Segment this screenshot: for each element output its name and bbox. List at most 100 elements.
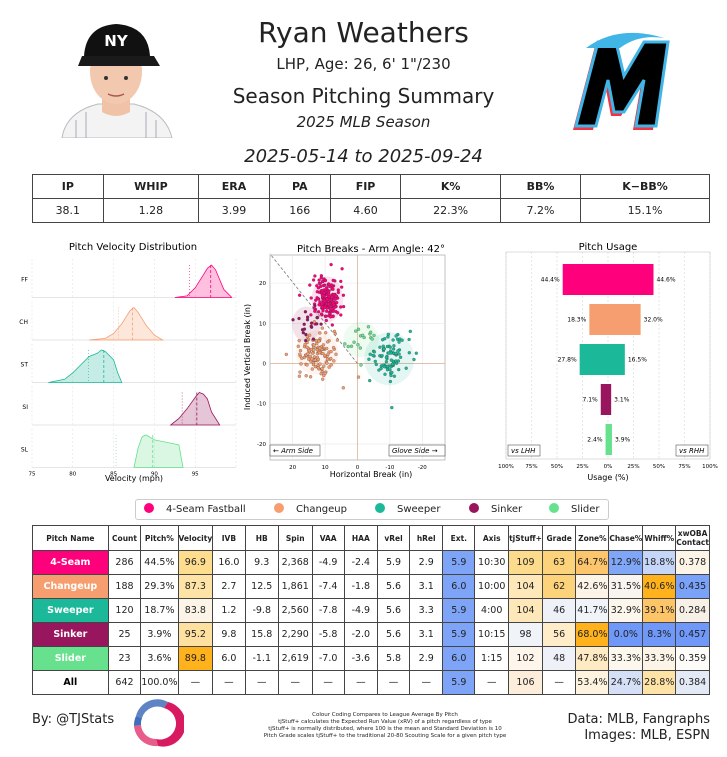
pitch-table-cell: 31.5%	[608, 574, 644, 599]
table-row: Sweeper 120 18.7% 83.8 1.2 -9.8 2,560 -7.8 -4.9 5…	[32, 598, 710, 623]
break-point-Sweeper	[392, 374, 397, 378]
usage-tick-label: 0%	[604, 464, 613, 470]
break-point-4-Seam	[315, 290, 319, 294]
pitch-table-cell: 5.9	[442, 598, 476, 623]
stats-header: BB%	[499, 174, 582, 199]
break-point-Changeup	[312, 320, 317, 324]
break-point-4-Seam	[330, 295, 334, 299]
pitch-table-cell: 48	[541, 646, 577, 671]
break-density-Sinker	[292, 306, 321, 342]
break-y-tick: 0	[263, 362, 267, 368]
break-y-tick: 10	[259, 321, 266, 327]
break-point-4-Seam	[316, 297, 320, 301]
break-point-4-Seam	[341, 304, 346, 309]
pitch-table-cell: 62	[541, 574, 577, 599]
break-point-Sweeper	[412, 357, 416, 362]
velocity-row-label: ST	[21, 361, 29, 368]
break-point-Changeup	[317, 351, 322, 355]
velocity-tick-label: 85	[110, 472, 117, 478]
break-point-Sweeper	[397, 352, 401, 356]
stats-header-row: IP WHIP ERA PA FIP K% BB% K−BB%	[32, 174, 710, 199]
pitch-table-cell: 5.6	[376, 622, 411, 647]
pitch-table-cell: -4.9	[343, 598, 378, 623]
break-point-4-Seam	[330, 307, 334, 311]
pitch-table-cell: 0.284	[675, 598, 710, 623]
break-point-Sweeper	[391, 338, 395, 342]
pitch-table-cell: 24.7%	[608, 670, 644, 695]
break-point-Sinker	[304, 332, 308, 337]
stats-header: IP	[32, 174, 104, 199]
break-point-4-Seam	[320, 302, 324, 306]
pitch-table-cell: 3.3	[409, 598, 444, 623]
pitch-table-cell: -7.8	[311, 598, 345, 623]
pitch-table-cell: 9.3	[244, 550, 279, 575]
usage-tick-label: 75%	[525, 464, 537, 470]
break-chart-title: Pitch Breaks - Arm Angle: 42°	[297, 244, 445, 255]
break-point-Sweeper	[382, 347, 386, 351]
data-source: Data: MLB, Fangraphs	[567, 712, 710, 727]
arm-side-box	[269, 444, 321, 457]
break-point-Changeup	[315, 341, 319, 346]
pitch-table-cell: 12.9%	[608, 550, 644, 575]
pitch-table-cell: 5.9	[442, 550, 476, 575]
break-point-Sweeper	[394, 361, 399, 365]
break-point-Sweeper	[390, 370, 394, 375]
break-point-Sweeper	[380, 338, 385, 342]
pitch-table-header-row: Pitch Name Count Pitch% Velocity IVB HB Spin VA…	[32, 525, 710, 551]
break-point-4-Seam	[316, 286, 321, 290]
break-point-Changeup	[325, 346, 329, 351]
legend-item: Sinker	[469, 503, 522, 515]
images-source: Images: MLB, ESPN	[584, 728, 710, 743]
stats-value-row: 38.1 1.28 3.99 166 4.60 22.3% 7.2% 15.1%	[32, 198, 710, 223]
break-point-Changeup	[298, 370, 302, 374]
pitch-table-cell: 642	[107, 670, 142, 695]
pitch-table-cell: -2.0	[343, 622, 378, 647]
pitch-table-cell: 68.0%	[575, 622, 610, 647]
break-point-Changeup	[308, 375, 313, 379]
usage-tick-label: 25%	[627, 464, 639, 470]
pitch-table-cell: 46	[541, 598, 577, 623]
pitch-table-header: xwOBA Contact	[675, 525, 710, 551]
break-point-Sinker	[304, 338, 308, 343]
legend-swatch	[549, 503, 559, 513]
pitch-table-cell: 120	[107, 598, 142, 623]
pitch-table-cell: -1.1	[244, 646, 279, 671]
break-point-4-Seam	[330, 323, 334, 327]
pitch-table-cell: 42.6%	[575, 574, 610, 599]
break-point-Changeup	[312, 355, 317, 359]
pitch-table-cell: 12.5	[244, 574, 279, 599]
break-point-Changeup	[319, 372, 323, 376]
break-point-Sinker	[302, 322, 306, 326]
break-y-tick: -10	[257, 402, 266, 408]
legend-item: Changeup	[274, 503, 347, 515]
pitch-table-cell: 44.5%	[140, 550, 179, 575]
pitch-table-cell: -7.4	[311, 574, 345, 599]
break-point-Changeup	[325, 357, 330, 361]
stats-value: 38.1	[32, 198, 104, 223]
usage-tick-label: 75%	[678, 464, 690, 470]
usage-value-rhh: 16.5%	[628, 357, 647, 364]
break-point-Sinker	[297, 316, 301, 321]
break-point-Changeup	[320, 326, 324, 330]
pitch-name-cell: Sinker	[32, 622, 109, 647]
usage-bar-lhh	[579, 344, 608, 375]
pitch-table-header: Spin	[277, 525, 313, 551]
break-point-Changeup	[310, 357, 314, 361]
pitch-table-cell: 1.2	[212, 598, 246, 623]
pitch-table-cell: 0.384	[675, 670, 710, 695]
footer-note: Pitch Grade scales tjStuff+ to the tradi…	[263, 733, 507, 739]
break-point-Changeup	[326, 352, 330, 356]
break-point-Changeup	[335, 338, 340, 342]
pitch-table-cell: 0.457	[675, 622, 710, 647]
pitch-table-cell: —	[343, 670, 378, 695]
player-bio: LHP, Age: 26, 6' 1"/230	[276, 55, 451, 73]
break-point-Slider	[366, 325, 371, 329]
pitch-table-cell: 53.4%	[575, 670, 610, 695]
break-point-Changeup	[321, 351, 325, 356]
pitch-table-cell: 39.1%	[642, 598, 677, 623]
pitch-table-cell: 87.3	[177, 574, 214, 599]
break-point-Changeup	[318, 331, 322, 335]
break-point-4-Seam	[331, 278, 335, 283]
break-point-Sweeper	[372, 350, 377, 354]
pitch-table-cell: 5.9	[442, 670, 476, 695]
